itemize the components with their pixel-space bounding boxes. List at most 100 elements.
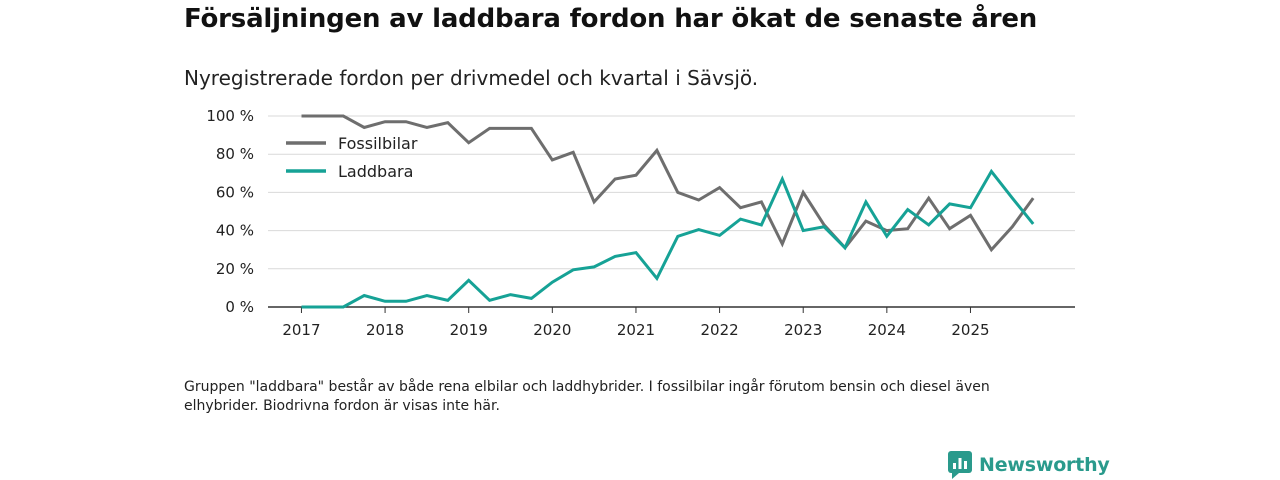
data-point-fossilbilar bbox=[530, 127, 532, 129]
data-point-fossilbilar bbox=[635, 174, 637, 176]
x-tick-label: 2024 bbox=[868, 321, 906, 339]
newsworthy-logo[interactable]: Newsworthy bbox=[948, 451, 1110, 479]
data-point-laddbara bbox=[342, 306, 344, 308]
data-point-fossilbilar bbox=[321, 115, 323, 117]
data-point-fossilbilar bbox=[384, 121, 386, 123]
data-point-laddbara bbox=[614, 255, 616, 257]
data-point-fossilbilar bbox=[593, 201, 595, 203]
chart-subtitle: Nyregistrerade fordon per drivmedel och … bbox=[184, 66, 759, 90]
data-point-fossilbilar bbox=[468, 142, 470, 144]
data-point-laddbara bbox=[698, 229, 700, 231]
data-point-laddbara bbox=[907, 209, 909, 211]
x-tick-label: 2025 bbox=[951, 321, 989, 339]
data-point-laddbara bbox=[426, 295, 428, 297]
data-point-laddbara bbox=[405, 300, 407, 302]
data-point-fossilbilar bbox=[949, 228, 951, 230]
data-point-fossilbilar bbox=[739, 207, 741, 209]
data-point-laddbara bbox=[1011, 197, 1013, 199]
series-line-fossilbilar bbox=[301, 114, 1035, 253]
data-point-fossilbilar bbox=[928, 197, 930, 199]
x-tick-label: 2018 bbox=[366, 321, 404, 339]
data-point-fossilbilar bbox=[426, 126, 428, 128]
data-point-fossilbilar bbox=[969, 214, 971, 216]
y-tick-label: 60 % bbox=[216, 183, 254, 201]
data-point-fossilbilar bbox=[1032, 197, 1034, 199]
data-point-laddbara bbox=[300, 306, 302, 308]
x-tick-label: 2020 bbox=[533, 321, 571, 339]
data-point-fossilbilar bbox=[614, 178, 616, 180]
x-tick-label: 2023 bbox=[784, 321, 822, 339]
data-point-fossilbilar bbox=[886, 230, 888, 232]
data-point-fossilbilar bbox=[781, 243, 783, 245]
series-line-laddbara bbox=[301, 168, 1035, 309]
data-point-laddbara bbox=[739, 218, 741, 220]
data-point-laddbara bbox=[510, 294, 512, 296]
data-point-laddbara bbox=[969, 207, 971, 209]
newsworthy-icon bbox=[948, 451, 972, 479]
data-point-laddbara bbox=[760, 224, 762, 226]
footnote: Gruppen "laddbara" består av både rena e… bbox=[184, 379, 990, 414]
x-axis: 2017 2018 2019 2020 2021 2022 2023 2024 2025 bbox=[282, 307, 990, 339]
data-point-laddbara bbox=[802, 230, 804, 232]
data-point-laddbara bbox=[990, 170, 992, 172]
data-point-laddbara bbox=[384, 300, 386, 302]
y-tick-label: 100 % bbox=[206, 107, 254, 125]
data-point-laddbara bbox=[949, 203, 951, 205]
data-point-laddbara bbox=[1032, 223, 1034, 225]
x-tick-label: 2021 bbox=[617, 321, 655, 339]
data-point-laddbara bbox=[844, 247, 846, 249]
data-point-fossilbilar bbox=[677, 191, 679, 193]
data-point-fossilbilar bbox=[447, 122, 449, 124]
data-point-fossilbilar bbox=[760, 201, 762, 203]
data-point-fossilbilar bbox=[551, 159, 553, 161]
y-tick-label: 80 % bbox=[216, 145, 254, 163]
data-point-fossilbilar bbox=[510, 127, 512, 129]
data-point-laddbara bbox=[719, 234, 721, 236]
data-point-laddbara bbox=[781, 178, 783, 180]
data-point-laddbara bbox=[928, 224, 930, 226]
data-point-fossilbilar bbox=[1011, 226, 1013, 228]
y-tick-label: 40 % bbox=[216, 222, 254, 240]
data-point-laddbara bbox=[886, 235, 888, 237]
data-point-fossilbilar bbox=[363, 126, 365, 128]
data-point-laddbara bbox=[865, 201, 867, 203]
data-point-fossilbilar bbox=[405, 121, 407, 123]
data-point-fossilbilar bbox=[300, 115, 302, 117]
legend-label-fossilbilar: Fossilbilar bbox=[338, 134, 418, 153]
data-point-fossilbilar bbox=[719, 187, 721, 189]
data-point-fossilbilar bbox=[698, 199, 700, 201]
legend-label-laddbara: Laddbara bbox=[338, 162, 413, 181]
data-point-laddbara bbox=[551, 281, 553, 283]
legend: Fossilbilar Laddbara bbox=[286, 134, 418, 181]
brand-name: Newsworthy bbox=[979, 454, 1110, 476]
x-tick-label: 2022 bbox=[700, 321, 738, 339]
gridlines bbox=[268, 115, 1075, 270]
data-point-laddbara bbox=[572, 269, 574, 271]
data-point-fossilbilar bbox=[489, 127, 491, 129]
line-chart: 0 % 20 % 40 % 60 % 80 % 100 % 2017 2018 2019 202… bbox=[206, 107, 1075, 339]
data-point-fossilbilar bbox=[802, 191, 804, 193]
data-point-laddbara bbox=[321, 306, 323, 308]
data-point-laddbara bbox=[489, 299, 491, 301]
x-tick-label: 2019 bbox=[450, 321, 488, 339]
data-point-fossilbilar bbox=[865, 220, 867, 222]
chart-title: Försäljningen av laddbara fordon har öka… bbox=[184, 4, 1038, 34]
data-point-fossilbilar bbox=[907, 228, 909, 230]
y-axis: 0 % 20 % 40 % 60 % 80 % 100 % bbox=[206, 107, 254, 316]
data-point-laddbara bbox=[530, 297, 532, 299]
y-tick-label: 0 % bbox=[225, 298, 254, 316]
data-point-laddbara bbox=[635, 252, 637, 254]
data-point-laddbara bbox=[823, 226, 825, 228]
series-lines bbox=[300, 114, 1035, 309]
data-point-laddbara bbox=[656, 277, 658, 279]
data-point-fossilbilar bbox=[656, 149, 658, 151]
data-point-laddbara bbox=[677, 235, 679, 237]
data-point-laddbara bbox=[468, 279, 470, 281]
y-tick-label: 20 % bbox=[216, 260, 254, 278]
data-point-laddbara bbox=[363, 295, 365, 297]
data-point-laddbara bbox=[593, 266, 595, 268]
x-tick-label: 2017 bbox=[282, 321, 320, 339]
data-point-fossilbilar bbox=[572, 151, 574, 153]
data-point-fossilbilar bbox=[342, 115, 344, 117]
data-point-laddbara bbox=[447, 299, 449, 301]
